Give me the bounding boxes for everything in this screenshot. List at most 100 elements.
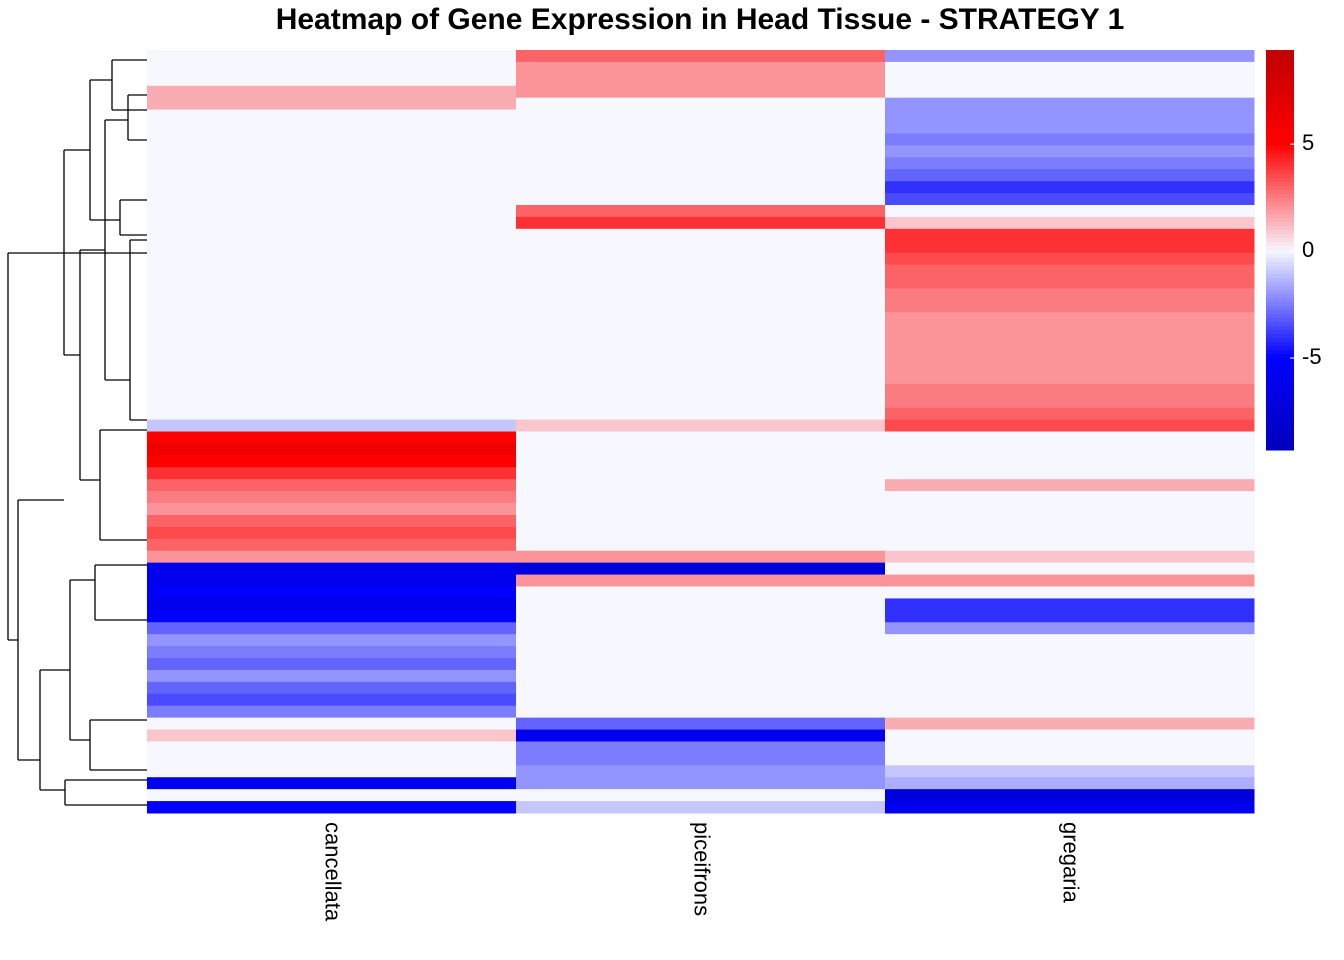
cell	[885, 85, 1255, 99]
colorbar-step	[1266, 194, 1294, 199]
colorbar-step	[1266, 434, 1294, 439]
cell	[516, 383, 886, 397]
cell	[147, 634, 517, 647]
colorbar-step	[1266, 54, 1294, 59]
colorbar-step	[1266, 158, 1294, 163]
cell	[885, 622, 1255, 635]
cell	[147, 801, 517, 814]
cell	[147, 526, 517, 540]
colorbar-step	[1266, 94, 1294, 99]
colorbar-step	[1266, 114, 1294, 119]
cell	[516, 336, 886, 349]
cell	[885, 97, 1255, 111]
cell	[147, 240, 517, 254]
colorbar-step	[1266, 138, 1294, 143]
cell	[147, 50, 517, 63]
cell	[885, 204, 1255, 218]
colorbar-step	[1266, 182, 1294, 187]
cell	[516, 395, 886, 409]
colorbar-step	[1266, 146, 1294, 151]
colorbar-step	[1266, 266, 1294, 271]
colorbar-step	[1266, 70, 1294, 75]
colorbar-step	[1266, 314, 1294, 319]
cell	[885, 157, 1255, 170]
colorbar-step	[1266, 402, 1294, 407]
cell	[147, 383, 517, 397]
colorbar-step	[1266, 378, 1294, 383]
cell	[516, 288, 886, 301]
cell	[516, 586, 886, 599]
cell	[885, 264, 1255, 278]
cell	[516, 145, 886, 158]
cell	[885, 574, 1255, 587]
cell	[885, 538, 1255, 552]
cell	[885, 503, 1255, 516]
cell	[516, 693, 886, 707]
cell	[885, 50, 1255, 63]
cell	[885, 216, 1255, 230]
colorbar-step	[1266, 438, 1294, 443]
colorbar-step	[1266, 286, 1294, 291]
colorbar-step	[1266, 98, 1294, 103]
colorbar-step	[1266, 298, 1294, 303]
colorbar-step	[1266, 394, 1294, 399]
colorbar-step	[1266, 90, 1294, 95]
cell	[885, 634, 1255, 647]
colorbar-step	[1266, 322, 1294, 327]
colorbar-step	[1266, 294, 1294, 299]
cell	[516, 646, 886, 659]
x-tick-label: gregaria	[1059, 822, 1084, 903]
colorbar-step	[1266, 230, 1294, 235]
cell	[147, 717, 517, 731]
colorbar-step	[1266, 106, 1294, 111]
cell	[516, 85, 886, 99]
cell	[147, 467, 517, 480]
cell	[516, 753, 886, 766]
cell	[516, 252, 886, 266]
colorbar-step	[1266, 350, 1294, 355]
cell	[147, 407, 517, 421]
cell	[885, 467, 1255, 480]
cell	[147, 228, 517, 242]
colorbar-step	[1266, 78, 1294, 83]
colorbar-step	[1266, 214, 1294, 219]
colorbar-step	[1266, 134, 1294, 139]
colorbar-step	[1266, 326, 1294, 331]
cell	[885, 359, 1255, 373]
cell	[885, 777, 1255, 790]
colorbar-step	[1266, 310, 1294, 315]
cell	[516, 443, 886, 456]
colorbar-step	[1266, 178, 1294, 183]
cell	[516, 455, 886, 468]
cell	[516, 634, 886, 647]
cell	[885, 741, 1255, 754]
cell	[885, 789, 1255, 802]
colorbar-step	[1266, 254, 1294, 259]
cell	[516, 574, 886, 587]
cell	[147, 85, 517, 99]
colorbar-step	[1266, 398, 1294, 403]
colorbar-tick-label: 0	[1302, 237, 1314, 262]
cell	[885, 717, 1255, 731]
cell	[147, 610, 517, 623]
dendrogram	[7, 59, 147, 806]
colorbar-step	[1266, 250, 1294, 255]
colorbar-step	[1266, 334, 1294, 339]
cell	[147, 574, 517, 587]
cell	[516, 407, 886, 421]
colorbar-step	[1266, 242, 1294, 247]
cell	[516, 467, 886, 480]
colorbar-step	[1266, 154, 1294, 159]
colorbar-step	[1266, 166, 1294, 171]
colorbar-step	[1266, 206, 1294, 211]
cell	[885, 193, 1255, 206]
x-tick-label: piceifrons	[690, 822, 715, 916]
colorbar-step	[1266, 190, 1294, 195]
cell	[516, 526, 886, 540]
cell	[516, 491, 886, 504]
cell	[147, 371, 517, 385]
cell	[516, 562, 886, 576]
cell	[516, 622, 886, 635]
cell	[885, 407, 1255, 421]
